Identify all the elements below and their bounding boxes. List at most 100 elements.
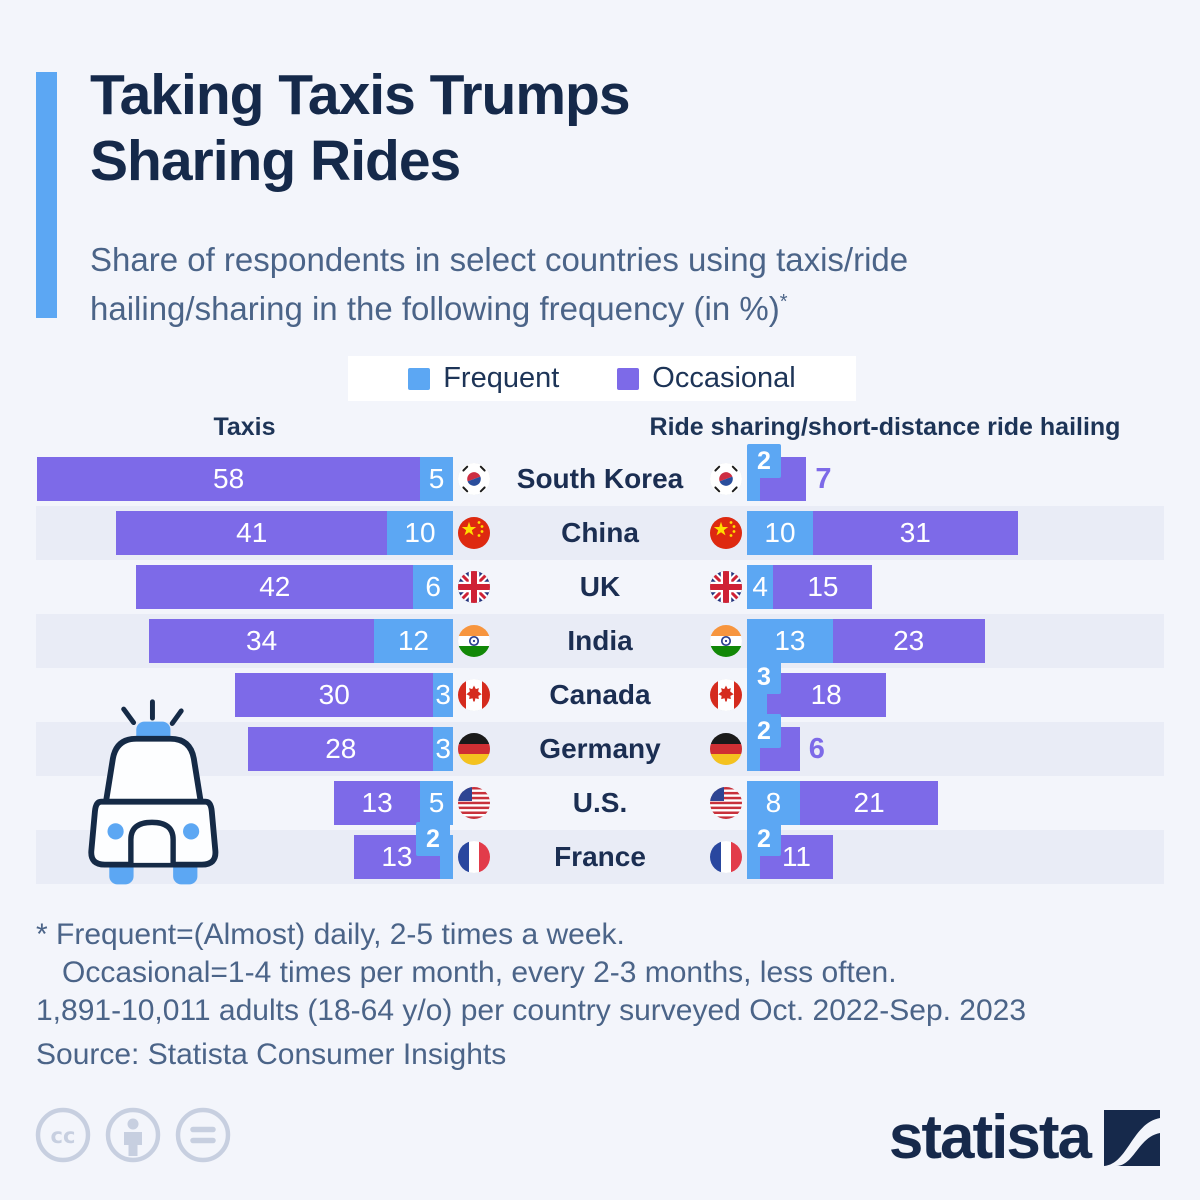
value-label: 3 xyxy=(435,733,451,764)
right-flag-cell xyxy=(705,571,747,603)
bar-segment-occasional: 15 xyxy=(773,565,873,609)
taxis-bar: 34 12 xyxy=(149,619,453,663)
taxi-car-icon xyxy=(88,699,219,885)
occasional-value-label-outside: 6 xyxy=(808,732,825,765)
legend-item-frequent: Frequent xyxy=(408,362,559,395)
taxis-bar-zone: 41 10 xyxy=(36,511,453,555)
footnote-sample: 1,891-10,011 adults (18-64 y/o) per coun… xyxy=(36,994,1027,1027)
flag-france-icon xyxy=(710,841,742,873)
left-flag-cell xyxy=(453,841,495,873)
value-label: 41 xyxy=(236,517,268,548)
value-label: 6 xyxy=(425,571,441,602)
ride-sharing-bar-zone: 4 15 xyxy=(747,565,1164,609)
bar-segment-frequent: 6 xyxy=(413,565,453,609)
footnote-occasional-definition: Occasional=1-4 times per month, every 2-… xyxy=(62,956,897,989)
bar-segment-frequent: 5 xyxy=(420,457,453,501)
subtitle-line-2: hailing/sharing in the following frequen… xyxy=(90,290,780,327)
taxis-bar-zone: 13 2 xyxy=(36,822,453,879)
value-label: 18 xyxy=(810,679,842,710)
country-label: U.S. xyxy=(572,787,628,818)
occasional-swatch-icon xyxy=(617,367,640,390)
value-label: 15 xyxy=(807,571,839,602)
bar-segment-frequent: 10 xyxy=(387,511,453,555)
title-line-1: Taking Taxis Trumps xyxy=(90,63,631,127)
taxis-bar: 28 3 xyxy=(248,727,453,771)
left-flag-cell xyxy=(453,787,495,819)
footnotes: * Frequent=(Almost) daily, 2-5 times a w… xyxy=(36,916,1026,1074)
ride-sharing-bar: 13 23 xyxy=(747,619,985,663)
subtitle-line-1: Share of respondents in select countries… xyxy=(90,241,909,278)
value-label: 31 xyxy=(899,517,931,548)
right-flag-cell xyxy=(705,733,747,765)
column-header-taxis: Taxis xyxy=(213,413,276,441)
value-label: 23 xyxy=(893,625,925,656)
chart-row-canada: 30 3 Canada 18 3 xyxy=(36,660,1164,722)
flag-south-korea-icon xyxy=(710,463,742,495)
taxis-bar-zone: 28 3 xyxy=(36,727,453,771)
bar-segment-occasional: 21 xyxy=(799,781,939,825)
taxis-bar: 13 5 xyxy=(334,781,453,825)
bar-segment-occasional: 13 xyxy=(334,781,420,825)
value-label: 8 xyxy=(765,787,782,818)
value-label: 30 xyxy=(318,679,350,710)
right-flag-cell xyxy=(705,517,747,549)
bar-segment-occasional: 18 xyxy=(766,673,886,717)
legend-label-occasional: Occasional xyxy=(652,362,796,394)
left-flag-cell xyxy=(453,571,495,603)
title-accent-bar xyxy=(36,72,57,318)
frequent-value-tag: 2 xyxy=(416,822,450,856)
country-label: Germany xyxy=(539,733,661,764)
frequent-swatch-icon xyxy=(408,367,431,390)
bar-segment-frequent: 5 xyxy=(420,781,453,825)
frequent-value-tag: 2 xyxy=(747,714,781,748)
flag-germany-icon xyxy=(458,733,490,765)
taxis-bar: 42 6 xyxy=(136,565,453,609)
frequent-value-tag: 2 xyxy=(747,444,781,478)
flag-germany-icon xyxy=(710,733,742,765)
value-label: 28 xyxy=(325,733,357,764)
legend-item-occasional: Occasional xyxy=(617,362,796,395)
license-icons: cc xyxy=(34,1106,232,1164)
value-label: 10 xyxy=(404,517,436,548)
footnote-marker: * xyxy=(779,291,788,313)
value-label: 34 xyxy=(246,625,278,656)
flag-china-icon xyxy=(458,517,490,549)
taxis-bar: 58 5 xyxy=(37,457,453,501)
flag-china-icon xyxy=(710,517,742,549)
column-header-ride-sharing: Ride sharing/short-distance ride hailing xyxy=(649,413,1121,441)
bar-segment-occasional: 41 xyxy=(116,511,387,555)
country-label: France xyxy=(554,841,646,872)
flag-u-s--icon xyxy=(710,787,742,819)
left-flag-cell xyxy=(453,625,495,657)
legend-label-frequent: Frequent xyxy=(443,362,560,394)
title-line-2: Sharing Rides xyxy=(90,129,461,193)
right-flag-cell xyxy=(705,841,747,873)
taxi-illustration xyxy=(66,692,238,893)
chart-row-south-korea: 58 5 South Korea 2 7 xyxy=(36,444,1164,506)
bar-segment-frequent: 12 xyxy=(373,619,453,663)
value-label: 42 xyxy=(259,571,291,602)
creative-commons-icon: cc xyxy=(35,1107,91,1163)
ride-sharing-bar-zone: 10 31 xyxy=(747,511,1164,555)
country-label: UK xyxy=(579,571,621,602)
statista-branding: statista xyxy=(889,1102,1160,1173)
bar-segment-occasional: 30 xyxy=(235,673,434,717)
left-flag-cell xyxy=(453,733,495,765)
bar-segment-frequent: 4 xyxy=(747,565,774,609)
occasional-value-label-outside: 7 xyxy=(815,462,832,495)
equals-license-icon xyxy=(175,1107,231,1163)
ride-sharing-bar-zone: 18 3 xyxy=(747,660,1164,717)
chart-row-france: 13 2 France 11 2 xyxy=(36,822,1164,884)
flag-uk-icon xyxy=(458,571,490,603)
subtitle: Share of respondents in select countries… xyxy=(90,238,908,330)
value-label: 13 xyxy=(774,625,806,656)
value-label: 4 xyxy=(752,571,768,602)
bar-segment-occasional: 23 xyxy=(832,619,985,663)
statista-logo-icon xyxy=(1104,1109,1160,1166)
flag-u-s--icon xyxy=(458,787,490,819)
frequent-value-tag: 3 xyxy=(747,660,781,694)
value-label: 5 xyxy=(428,463,445,494)
